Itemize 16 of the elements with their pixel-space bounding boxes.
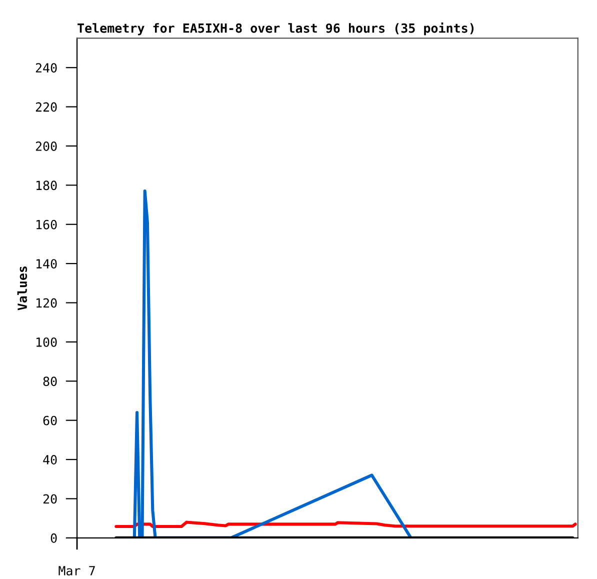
- y-tick-label: 180: [36, 180, 57, 190]
- y-tick-label: 200: [36, 141, 57, 151]
- y-tick-label: 220: [36, 102, 57, 112]
- y-tick-label: 120: [36, 298, 57, 308]
- y-tick-label: 100: [36, 337, 57, 347]
- y-tick-label: 80: [43, 376, 57, 386]
- chart-title: Telemetry for EA5IXH-8 over last 96 hours (35 points): [78, 22, 474, 36]
- y-tick-label: 40: [43, 455, 57, 464]
- y-tick-label: 0: [50, 533, 57, 543]
- y-axis-title: Values: [17, 266, 28, 310]
- y-tick-label: 240: [36, 63, 57, 73]
- y-tick-label: 160: [36, 220, 57, 230]
- text: Mar 7: [58, 566, 95, 576]
- y-tick-label: 140: [36, 259, 57, 269]
- y-tick-label: 20: [43, 494, 57, 504]
- y-tick-label: 60: [43, 416, 57, 426]
